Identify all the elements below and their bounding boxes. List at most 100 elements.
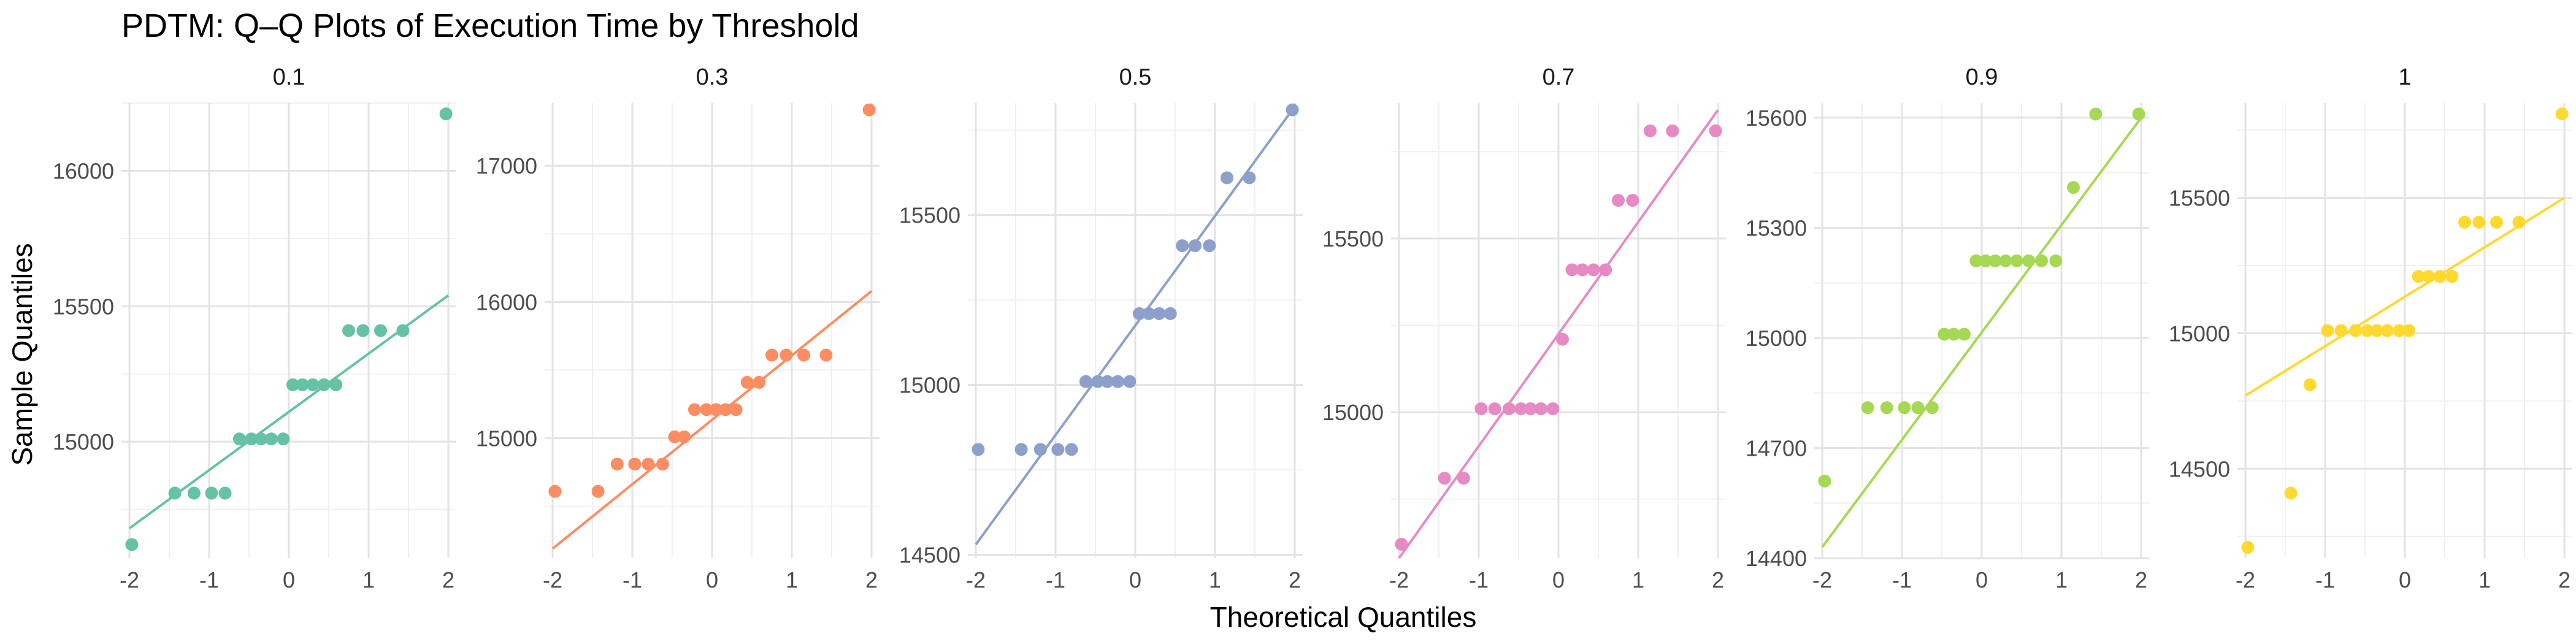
y-tick-label: 14400 xyxy=(1746,546,1807,571)
facet-panel-0.5: 0.5 -2 -1 0 1 2 14500 15000 15500 xyxy=(899,64,1303,592)
facet-panel-0.7: 0.7 -2 -1 0 1 2 15000 15500 xyxy=(1322,64,1726,592)
qq-data-point xyxy=(1709,124,1722,137)
qq-data-point xyxy=(1514,402,1528,415)
x-tick-label: 2 xyxy=(1712,567,1724,592)
qq-data-point xyxy=(1221,171,1233,185)
qq-data-point xyxy=(1502,402,1516,415)
qq-data-point xyxy=(2010,254,2023,267)
y-tick-label: 15000 xyxy=(476,426,537,451)
qq-data-point xyxy=(1957,328,1971,341)
qq-data-point xyxy=(277,432,290,446)
qq-data-point xyxy=(1979,254,1992,267)
qq-data-point xyxy=(2422,270,2436,283)
qq-data-point xyxy=(1524,402,1537,415)
facet-strip-label: 0.3 xyxy=(696,64,729,90)
qq-data-point xyxy=(2089,107,2103,121)
qq-data-point xyxy=(264,432,278,446)
qq-data-point xyxy=(972,443,985,456)
x-tick-label: -2 xyxy=(1812,567,1832,592)
qq-data-point xyxy=(1626,194,1639,207)
qq-data-point xyxy=(2371,324,2383,337)
qq-data-point xyxy=(396,324,410,337)
y-tick-label: 15500 xyxy=(2169,186,2230,211)
qq-data-point xyxy=(1189,239,1202,253)
qq-data-point xyxy=(2049,254,2063,267)
y-tick-label: 15300 xyxy=(1746,215,1807,240)
x-tick-label: -2 xyxy=(120,567,139,592)
x-tick-label: 2 xyxy=(2558,567,2570,592)
qq-data-point xyxy=(1599,263,1612,277)
qq-data-point xyxy=(232,432,246,446)
y-tick-label: 15600 xyxy=(1746,105,1807,131)
x-tick-label: 1 xyxy=(2478,567,2491,592)
qq-data-point xyxy=(1644,124,1657,137)
qq-reference-line xyxy=(551,290,873,550)
x-tick-label: -1 xyxy=(1892,567,1912,592)
facet-panel-0.3: 0.3 -2 -1 0 1 2 15000 16000 17000 xyxy=(476,64,880,592)
qq-data-point xyxy=(656,458,669,471)
qq-data-point xyxy=(374,324,387,337)
qq-data-point xyxy=(1176,239,1189,253)
x-tick-label: 1 xyxy=(1632,567,1644,592)
y-tick-label: 14500 xyxy=(899,542,960,567)
qq-data-point xyxy=(780,348,793,362)
qq-data-point xyxy=(1925,401,1939,415)
qq-data-point xyxy=(1033,443,1047,456)
qq-data-point xyxy=(2402,324,2415,337)
qq-data-point xyxy=(1988,254,2002,267)
qq-data-point xyxy=(317,378,331,391)
y-tick-label: 14700 xyxy=(1746,435,1807,461)
qq-data-point xyxy=(2132,107,2145,121)
x-tick-label: 0 xyxy=(2399,567,2411,592)
x-tick-label: 1 xyxy=(362,567,375,592)
qq-data-point xyxy=(1898,401,1911,415)
qq-data-point xyxy=(1565,263,1579,277)
qq-data-point xyxy=(439,107,453,121)
qq-data-point xyxy=(1818,474,1831,488)
qq-data-point xyxy=(1142,307,1156,320)
qq-data-point xyxy=(1938,328,1951,341)
facet-panel-0.9: 0.9 -2 -1 0 1 2 14400 14700 15000 15300 15600 xyxy=(1746,64,2149,592)
qq-data-point xyxy=(1152,307,1166,320)
qq-data-point xyxy=(2472,215,2486,229)
facet-strip-label: 1 xyxy=(2398,64,2411,90)
facet-panel-1: 1 -2 -1 0 1 2 14500 15000 15500 xyxy=(2169,64,2572,592)
qq-data-point xyxy=(2458,215,2471,229)
x-tick-label: -1 xyxy=(199,567,219,592)
x-tick-label: -1 xyxy=(2315,567,2335,592)
qq-data-point xyxy=(1091,375,1105,388)
qq-data-point xyxy=(2022,254,2036,267)
qq-data-point xyxy=(1488,402,1501,415)
qq-data-point xyxy=(2445,270,2459,283)
x-tick-label: -1 xyxy=(1046,567,1065,592)
qq-data-point xyxy=(591,485,605,498)
qq-data-point xyxy=(719,403,732,416)
x-tick-label: -2 xyxy=(966,567,986,592)
qq-data-point xyxy=(2284,486,2298,500)
qq-data-point xyxy=(1395,537,1408,551)
qq-data-point xyxy=(710,403,723,416)
qq-data-point xyxy=(255,432,267,446)
qq-data-point xyxy=(1861,401,1874,415)
qq-data-point xyxy=(2490,215,2503,229)
qq-data-point xyxy=(329,378,343,391)
x-tick-label: 1 xyxy=(1209,567,1221,592)
qq-data-point xyxy=(168,486,182,500)
qq-data-point xyxy=(862,103,876,117)
qq-data-point xyxy=(1666,124,1679,137)
qq-data-point xyxy=(642,458,655,471)
qq-data-point xyxy=(2035,254,2048,267)
qq-data-point xyxy=(2334,324,2348,337)
qq-data-point xyxy=(286,378,299,391)
qq-data-point xyxy=(729,403,743,416)
qq-data-point xyxy=(1457,472,1470,485)
qq-reference-line xyxy=(1398,109,1719,559)
qq-data-point xyxy=(628,458,642,471)
qq-data-point xyxy=(753,375,766,389)
y-tick-label: 16000 xyxy=(476,289,537,315)
qq-data-point xyxy=(1556,332,1569,346)
qq-data-point xyxy=(1612,194,1625,207)
qq-data-point xyxy=(2433,270,2447,283)
qq-data-point xyxy=(700,403,713,416)
